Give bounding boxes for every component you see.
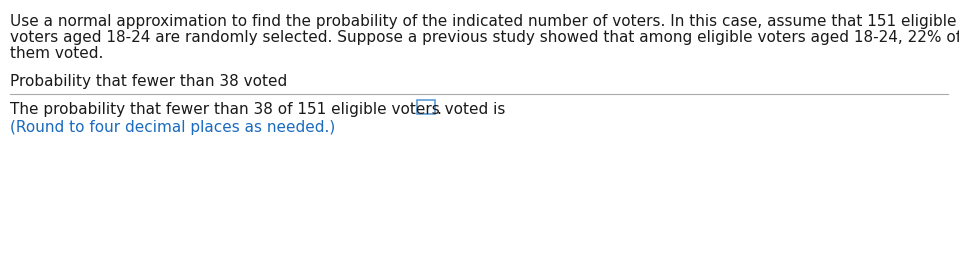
Text: (Round to four decimal places as needed.): (Round to four decimal places as needed.… bbox=[10, 120, 336, 135]
Text: voters aged 18-24 are randomly selected. Suppose a previous study showed that am: voters aged 18-24 are randomly selected.… bbox=[10, 30, 959, 45]
Text: Use a normal approximation to find the probability of the indicated number of vo: Use a normal approximation to find the p… bbox=[10, 14, 956, 29]
Text: them voted.: them voted. bbox=[10, 46, 104, 61]
FancyBboxPatch shape bbox=[417, 100, 435, 114]
Text: Probability that fewer than 38 voted: Probability that fewer than 38 voted bbox=[10, 74, 288, 89]
Text: The probability that fewer than 38 of 151 eligible voters voted is: The probability that fewer than 38 of 15… bbox=[10, 102, 510, 117]
Text: .: . bbox=[436, 102, 441, 117]
